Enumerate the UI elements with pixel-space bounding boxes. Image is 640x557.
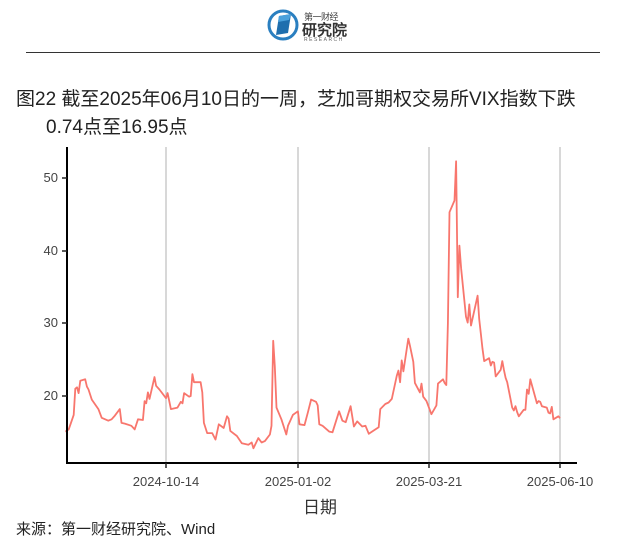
x-axis-title: 日期 bbox=[303, 498, 337, 517]
x-tick-label: 2025-03-21 bbox=[395, 474, 463, 489]
x-tick-label: 2025-01-02 bbox=[264, 474, 332, 489]
y-tick-label: 50 bbox=[43, 170, 58, 185]
logo: 第一财经 研究院 RESEARCH bbox=[266, 6, 376, 43]
vix-line bbox=[64, 160, 561, 450]
x-ticks bbox=[165, 463, 561, 468]
logo-name: 研究院 bbox=[302, 22, 348, 39]
source-note: 来源：第一财经研究院、Wind bbox=[16, 521, 216, 538]
figure-title-line1: 图22 截至2025年06月10日的一周，芝加哥期权交易所VIX指数下跌 bbox=[16, 89, 576, 110]
x-tick-label: 2024-10-14 bbox=[132, 474, 200, 489]
header-divider bbox=[26, 52, 600, 53]
y-ticks bbox=[62, 177, 67, 397]
logo-emblem-icon bbox=[267, 9, 299, 41]
y-tick-label: 20 bbox=[43, 388, 58, 403]
vertical-gridlines bbox=[165, 147, 561, 463]
y-tick-label: 30 bbox=[43, 315, 58, 330]
axes bbox=[66, 147, 577, 464]
logo-subtitle: RESEARCH bbox=[304, 37, 344, 43]
y-tick-label: 40 bbox=[43, 243, 58, 258]
x-tick-label: 2025-06-10 bbox=[526, 474, 594, 489]
figure-title-line2: 0.74点至16.95点 bbox=[46, 117, 188, 138]
logo-title: 第一财经 bbox=[304, 12, 339, 22]
